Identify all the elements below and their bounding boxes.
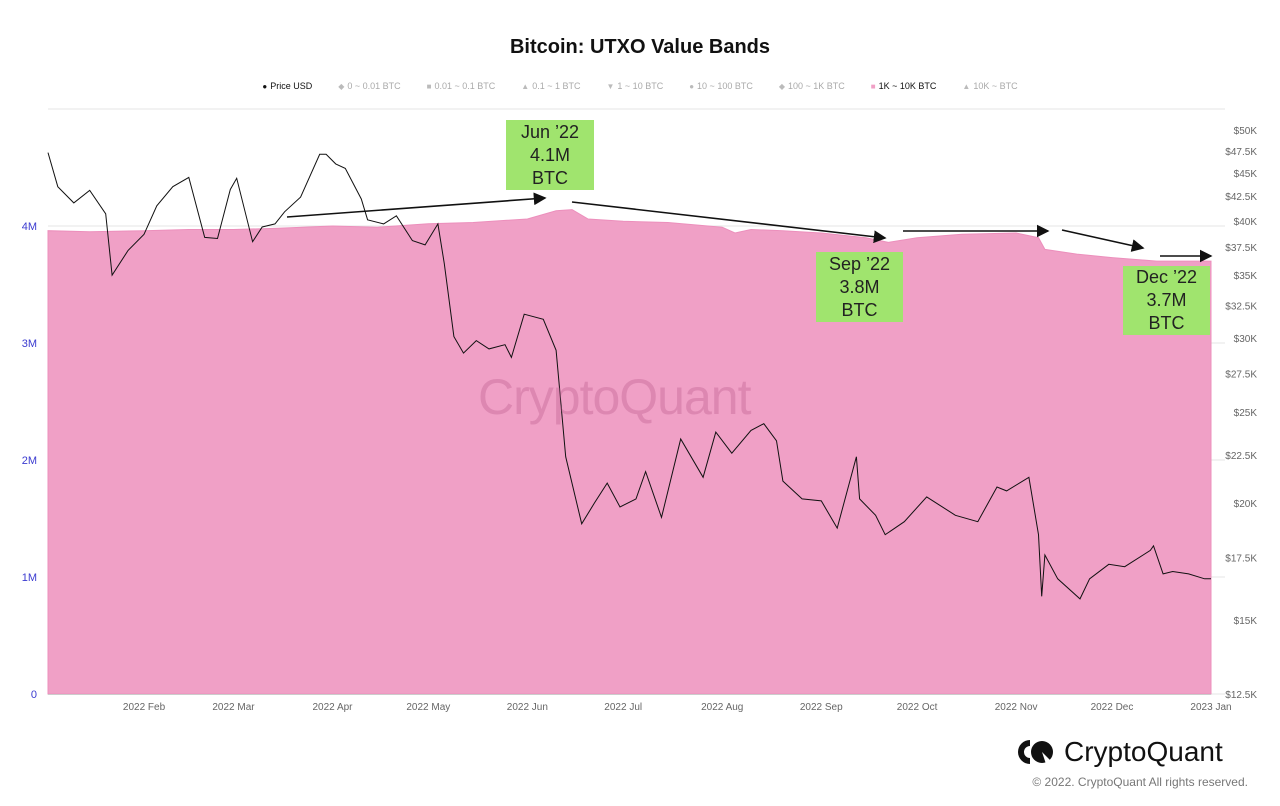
y-right-tick-label: $20K [1234, 499, 1258, 510]
y-right-tick-label: $42.5K [1225, 192, 1257, 203]
y-right-tick-label: $27.5K [1225, 369, 1257, 380]
y-right-tick-label: $32.5K [1225, 301, 1257, 312]
legend-label: 100 ~ 1K BTC [788, 81, 845, 91]
annotation-jun: Jun ’22 4.1M BTC [506, 120, 594, 190]
legend-marker-icon: ▼ [606, 81, 615, 91]
annotation-month: Jun ’22 [520, 121, 580, 142]
brand-name: CryptoQuant [1064, 736, 1223, 767]
x-tick-label: 2022 Nov [995, 702, 1038, 713]
legend-marker-icon: ◆ [338, 81, 345, 91]
annotation-value: 3.8M [839, 276, 880, 297]
legend-item[interactable]: ● Price USD [262, 81, 312, 91]
x-tick-label: 2022 Sep [800, 702, 843, 713]
legend-label: 0.1 ~ 1 BTC [532, 81, 581, 91]
y-right-tick-label: $35K [1234, 271, 1258, 282]
legend-item[interactable]: ◆ 0 ~ 0.01 BTC [338, 81, 400, 91]
chart-title: Bitcoin: UTXO Value Bands [509, 36, 771, 58]
y-right-tick-label: $50K [1234, 126, 1258, 137]
legend-label: 1 ~ 10 BTC [617, 81, 664, 91]
y-right-tick-label: $45K [1234, 169, 1258, 180]
legend-item[interactable]: ▲ 0.1 ~ 1 BTC [521, 81, 580, 91]
y-right-tick-label: $40K [1234, 217, 1258, 228]
y-left-tick-label: 4M [22, 221, 37, 233]
y-right-tick-label: $22.5K [1225, 451, 1257, 462]
annotation-unit: BTC [1148, 313, 1185, 333]
y-left-tick-label: 1M [22, 572, 37, 584]
legend-label: Price USD [270, 81, 313, 91]
trend-arrow [571, 201, 887, 244]
band-area-1k-10k [47, 209, 1212, 695]
legend-marker-icon: ▲ [962, 81, 971, 91]
legend-item[interactable]: ▼ 1 ~ 10 BTC [607, 81, 664, 91]
x-tick-label: 2022 Aug [701, 702, 743, 713]
legend-marker-icon: ■ [426, 81, 432, 91]
legend-label: 10 ~ 100 BTC [697, 81, 753, 91]
legend-label: 10K ~ BTC [973, 81, 1018, 91]
legend-item[interactable]: ■ 0.01 ~ 0.1 BTC [427, 81, 496, 91]
annotation-value: 4.1M [529, 144, 571, 165]
y-right-tick-label: $15K [1234, 616, 1258, 627]
y-right-tick-label: $17.5K [1225, 553, 1257, 564]
y-left-tick-label: 2M [22, 455, 37, 467]
legend-label: 1K ~ 10K BTC [878, 81, 937, 91]
y-right-tick-label: $30K [1234, 334, 1258, 345]
x-tick-label: 2022 Mar [212, 702, 255, 713]
y-right-tick-label: $25K [1234, 408, 1258, 419]
x-tick-label: 2022 Dec [1091, 702, 1134, 713]
price-line [47, 152, 1211, 600]
x-tick-label: 2022 Jul [604, 702, 642, 713]
legend-marker-icon: ● [262, 81, 268, 91]
trend-arrow [286, 192, 547, 218]
cryptoquant-logo-icon [1018, 740, 1054, 764]
y-left-tick-label: 3M [22, 338, 37, 350]
annotation-sep: Sep ’22 3.8M BTC [816, 252, 903, 322]
y-right-tick-label: $47.5K [1225, 147, 1257, 158]
y-left-tick-label: 0 [31, 689, 37, 701]
annotation-dec: Dec ’22 3.7M BTC [1123, 266, 1210, 335]
legend: ● Price USD ◆ 0 ~ 0.01 BTC ■ 0.01 ~ 0.1 BTC ▲ 0… [0, 81, 1280, 91]
x-tick-label: 2022 Feb [123, 702, 166, 713]
x-tick-label: 2022 May [406, 702, 450, 713]
annotation-unit: BTC [841, 299, 878, 320]
copyright: © 2022. CryptoQuant All rights reserved. [1032, 775, 1248, 789]
x-tick-label: 2022 Oct [897, 702, 938, 713]
x-tick-label: 2023 Jan [1190, 702, 1231, 713]
legend-item[interactable]: ■ 1K ~ 10K BTC [871, 81, 937, 91]
y-right-tick-label: $37.5K [1225, 243, 1257, 254]
legend-label: 0 ~ 0.01 BTC [347, 81, 401, 91]
x-tick-label: 2022 Jun [507, 702, 548, 713]
legend-marker-icon: ■ [870, 81, 876, 91]
x-tick-label: 2022 Apr [312, 702, 353, 713]
legend-item[interactable]: ▲ 10K ~ BTC [962, 81, 1017, 91]
legend-item[interactable]: ◆ 100 ~ 1K BTC [779, 81, 845, 91]
annotation-month: Dec ’22 [1135, 267, 1198, 287]
legend-marker-icon: ▲ [521, 81, 530, 91]
legend-label: 0.01 ~ 0.1 BTC [434, 81, 496, 91]
brand-logo: CryptoQuant [1018, 736, 1223, 768]
y-right-tick-label: $12.5K [1225, 690, 1257, 701]
trend-arrows [286, 192, 1213, 263]
trend-arrow [1061, 229, 1145, 252]
axes: 0 1M 2M 3M 4M $12.5K $15K $17.5K $20K $22.5K $25K $… [22, 126, 1258, 713]
legend-marker-icon: ● [689, 81, 695, 91]
annotation-value: 3.7M [1146, 290, 1187, 310]
annotation-month: Sep ’22 [828, 253, 891, 274]
annotation-unit: BTC [532, 167, 568, 188]
legend-marker-icon: ◆ [778, 81, 785, 91]
legend-item[interactable]: ● 10 ~ 100 BTC [689, 81, 753, 91]
